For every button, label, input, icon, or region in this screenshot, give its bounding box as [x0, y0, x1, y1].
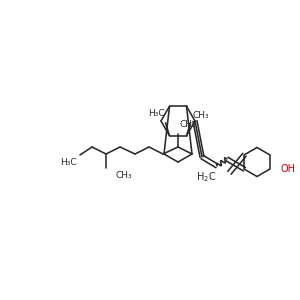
Text: CH₃: CH₃	[116, 171, 133, 180]
Text: H₃C: H₃C	[60, 158, 77, 167]
Text: $\mathregular{H_2C}$: $\mathregular{H_2C}$	[196, 170, 216, 184]
Text: CH₃: CH₃	[193, 111, 209, 120]
Text: CH₃: CH₃	[179, 120, 196, 129]
Text: H₃C: H₃C	[148, 109, 164, 118]
Text: OH: OH	[280, 164, 296, 174]
